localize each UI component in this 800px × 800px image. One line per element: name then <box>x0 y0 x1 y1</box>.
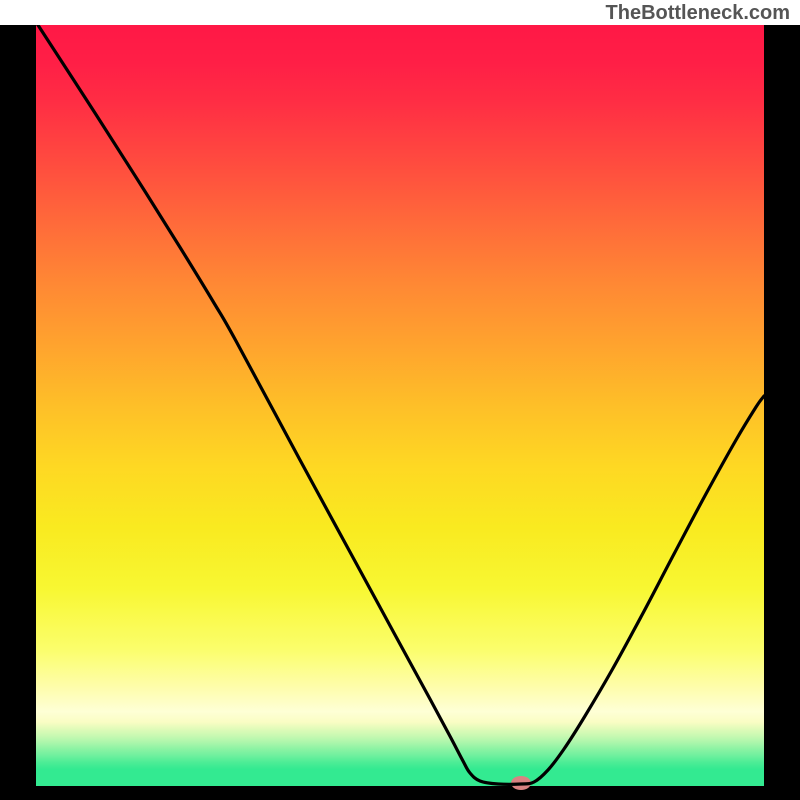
watermark-text: TheBottleneck.com <box>606 2 790 25</box>
border-left <box>0 25 36 800</box>
chart-svg <box>0 25 800 800</box>
figure-root: TheBottleneck.com <box>0 0 800 800</box>
border-right <box>764 25 800 800</box>
bottleneck-chart <box>0 25 800 800</box>
border-bottom <box>0 786 800 800</box>
gradient-background <box>36 25 764 786</box>
